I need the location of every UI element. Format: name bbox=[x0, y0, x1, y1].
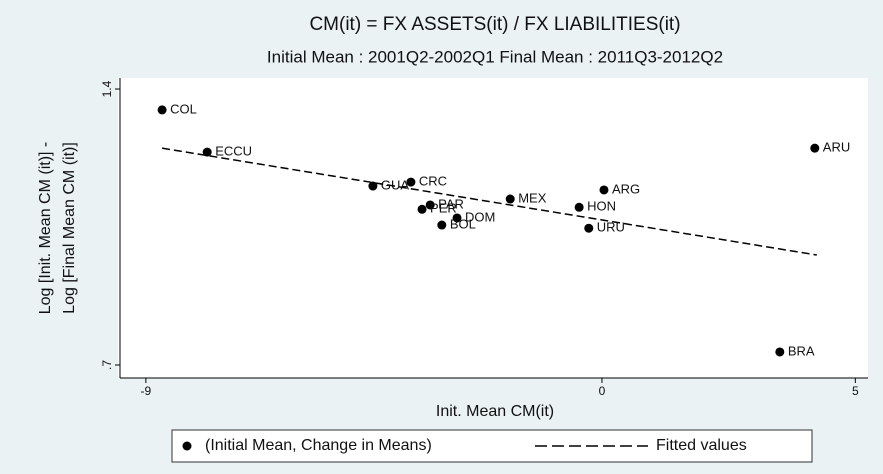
data-point bbox=[584, 223, 594, 233]
x-tick-label: 5 bbox=[852, 384, 859, 398]
chart-subtitle: Initial Mean : 2001Q2-2002Q1 Final Mean … bbox=[267, 47, 723, 66]
data-point bbox=[157, 105, 167, 115]
data-point bbox=[599, 185, 609, 195]
x-tick-label: -9 bbox=[141, 384, 152, 398]
legend-label: (Initial Mean, Change in Means) bbox=[205, 437, 432, 454]
point-label: HON bbox=[587, 199, 616, 214]
x-tick-label: 0 bbox=[599, 384, 606, 398]
legend-label: Fitted values bbox=[656, 437, 747, 454]
point-label: DOM bbox=[465, 209, 495, 224]
data-point bbox=[437, 220, 447, 230]
chart-title: CM(it) = FX ASSETS(it) / FX LIABILITIES(… bbox=[309, 14, 680, 35]
point-label: URU bbox=[597, 220, 625, 235]
point-label: PAR bbox=[438, 196, 464, 211]
legend bbox=[171, 429, 813, 463]
data-point bbox=[505, 194, 515, 204]
data-point bbox=[574, 202, 584, 212]
data-point bbox=[202, 147, 212, 157]
data-point bbox=[368, 181, 378, 191]
point-label: ECCU bbox=[215, 144, 252, 159]
point-label: BOL bbox=[450, 216, 476, 231]
point-label: ARG bbox=[612, 181, 640, 196]
fitted-line bbox=[161, 147, 817, 256]
data-point bbox=[406, 177, 416, 187]
point-label: GUA bbox=[381, 177, 410, 192]
data-point bbox=[425, 200, 435, 210]
x-axis-label: Init. Mean CM(it) bbox=[436, 403, 554, 420]
data-point bbox=[810, 143, 820, 153]
point-label: PER bbox=[430, 201, 457, 216]
data-point bbox=[452, 213, 462, 223]
y-tick-label: .7 bbox=[100, 360, 114, 370]
y-axis-label: Log [Final Mean CM (it)] bbox=[61, 142, 78, 314]
point-label: COL bbox=[170, 101, 197, 116]
data-point bbox=[417, 204, 427, 214]
data-point bbox=[775, 347, 785, 357]
legend-swatch bbox=[182, 441, 192, 451]
point-label: ARU bbox=[823, 140, 850, 155]
point-label: CRC bbox=[419, 174, 447, 189]
y-tick-label: 1.4 bbox=[100, 80, 114, 97]
y-axis-label: Log [Init. Mean CM (it)] - bbox=[37, 142, 54, 315]
point-label: BRA bbox=[788, 343, 815, 358]
plot-area bbox=[118, 78, 868, 378]
point-label: MEX bbox=[518, 190, 547, 205]
